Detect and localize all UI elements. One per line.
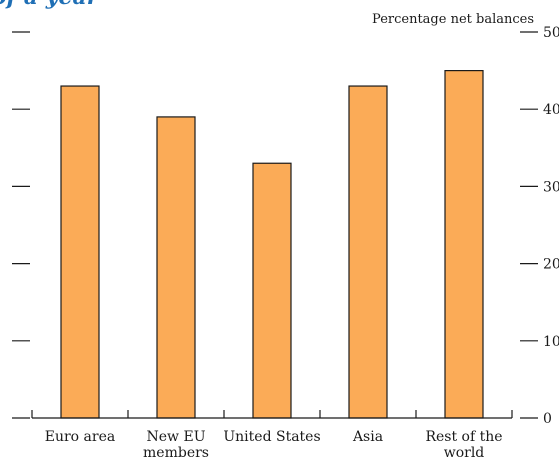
right-tick-label: 50 bbox=[543, 25, 559, 41]
x-tick-label: Euro area bbox=[45, 429, 115, 445]
right-tick-label: 30 bbox=[543, 179, 559, 195]
right-tick-label: 40 bbox=[543, 102, 559, 118]
x-tick-label: New EU bbox=[147, 429, 206, 445]
x-tick-label: members bbox=[143, 445, 209, 460]
x-tick-label: United States bbox=[223, 429, 320, 445]
right-tick-label: 0 bbox=[543, 411, 552, 427]
bar bbox=[60, 85, 100, 419]
x-tick-label: world bbox=[444, 445, 485, 460]
y-axis-label: Percentage net balances bbox=[372, 12, 534, 27]
right-axis-ticks: 0 10 20 30 40 50 bbox=[520, 25, 559, 427]
bar bbox=[156, 116, 196, 419]
bar bbox=[348, 85, 388, 419]
x-tick-label: Rest of the bbox=[425, 429, 502, 445]
x-tick-label: Asia bbox=[352, 429, 383, 445]
bar bbox=[252, 162, 292, 419]
bars bbox=[60, 69, 484, 419]
right-tick-label: 20 bbox=[543, 257, 559, 273]
right-tick-label: 10 bbox=[543, 334, 559, 350]
chart-title-partial: of a year bbox=[0, 0, 100, 10]
x-axis bbox=[31, 410, 513, 419]
bar bbox=[444, 69, 484, 419]
left-axis-ticks bbox=[12, 31, 30, 419]
